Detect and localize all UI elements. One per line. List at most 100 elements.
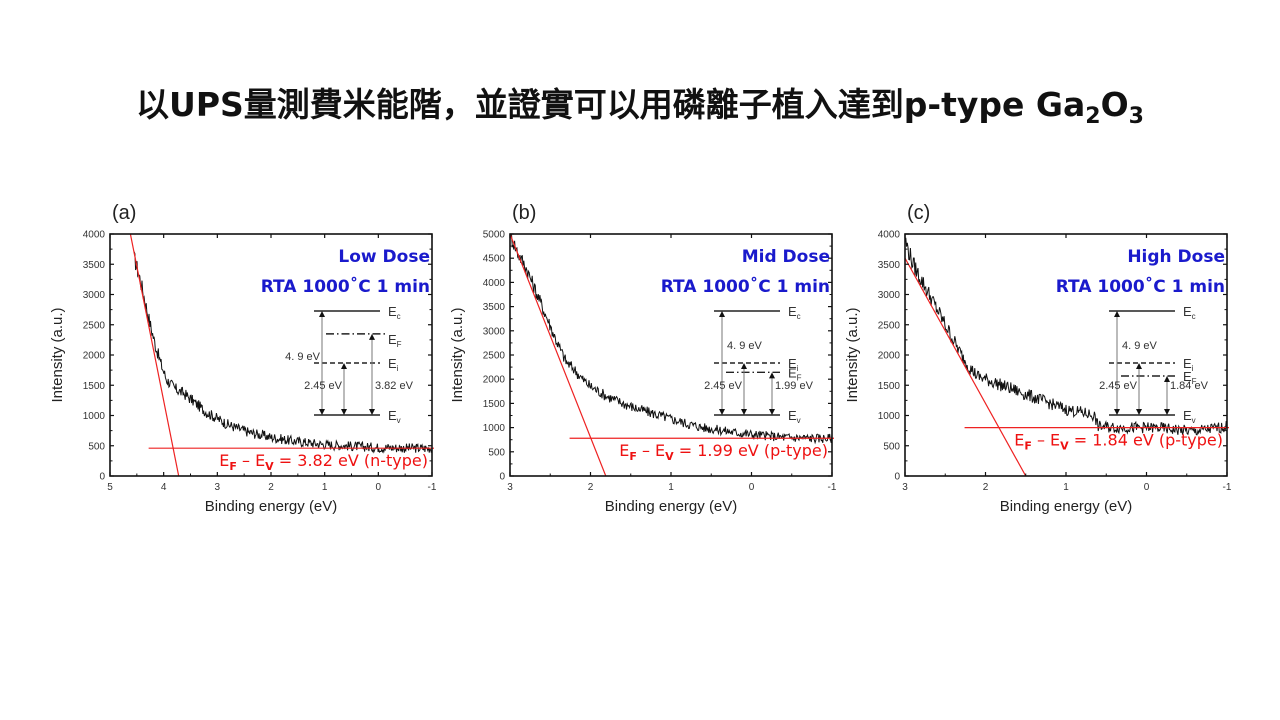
level-label-ei: Ei — [788, 356, 799, 373]
slide-title: 以UPS量測費米能階，並證實可以用磷離子植入達到p-type Ga2O3 — [0, 78, 1280, 129]
y-tick-label: 1500 — [83, 381, 106, 392]
ei-arrow-head-down — [1136, 409, 1142, 415]
y-tick-label: 4000 — [83, 230, 106, 241]
edge-fit-line — [129, 234, 180, 476]
result-ev-symbol: – E — [637, 441, 665, 460]
level-subscript: v — [797, 416, 801, 425]
y-tick-label: 1000 — [878, 411, 901, 422]
y-axis-label: Intensity (a.u.) — [49, 307, 66, 402]
level-label-ei: Ei — [388, 356, 399, 373]
y-axis-label: Intensity (a.u.) — [844, 307, 861, 402]
slide-title-subscript-2: 2 — [1085, 104, 1101, 129]
ei-arrow-head-down — [341, 409, 347, 415]
spectrum-line — [133, 251, 432, 454]
x-tick-label: 1 — [668, 482, 674, 493]
anneal-condition: RTA 1000˚C 1 min — [1056, 275, 1225, 297]
level-label-ev: Ev — [1183, 408, 1196, 425]
ef-arrow-head-down — [769, 409, 775, 415]
bandgap-arrow-head-up — [319, 311, 325, 317]
x-tick-label: 3 — [507, 482, 513, 493]
ef-arrow-head-down — [1164, 409, 1170, 415]
chart-panel-c: (c) 3 2 1 0 -1 0 500 1000 1500 2000 2500 3000 3500 400… — [844, 202, 1232, 515]
x-tick-label: 3 — [215, 482, 221, 493]
y-tick-label: 4000 — [483, 278, 506, 289]
bandgap-arrow-head-up — [1114, 311, 1120, 317]
y-tick-label: 3000 — [878, 290, 901, 301]
slide-title-subscript-3: 3 — [1128, 104, 1144, 129]
bandgap-arrow-head-down — [1114, 409, 1120, 415]
x-tick-label: 2 — [983, 482, 989, 493]
result-value: = 1.84 eV (p-type) — [1069, 431, 1223, 450]
y-tick-label: 3500 — [83, 260, 106, 271]
dose-title: Mid Dose — [742, 247, 830, 267]
result-subscript-v: V — [665, 450, 674, 463]
spectrum-line — [905, 237, 1227, 436]
y-tick-label: 2000 — [878, 351, 901, 362]
x-tick-label: -1 — [428, 482, 437, 493]
edge-fit-line — [510, 234, 607, 476]
result-subscript-v: V — [265, 460, 274, 473]
result-ev-symbol: – E — [1032, 431, 1060, 450]
panel-label: (a) — [112, 202, 136, 224]
y-tick-label: 1500 — [878, 381, 901, 392]
y-tick-label: 2000 — [83, 351, 106, 362]
level-subscript: v — [397, 416, 401, 425]
ei-arrow-head-up — [1136, 363, 1142, 369]
level-subscript: c — [1192, 312, 1196, 321]
level-label-ec: Ec — [1183, 304, 1196, 321]
panel-label: (b) — [512, 202, 536, 224]
bandgap-arrow-head-up — [719, 311, 725, 317]
fermi-level-result: EF – EV = 3.82 eV (n-type) — [219, 451, 428, 473]
ei-arrow-head-down — [741, 409, 747, 415]
y-tick-label: 3500 — [878, 260, 901, 271]
level-label-ef: EF — [388, 332, 402, 349]
y-axis-label: Intensity (a.u.) — [449, 307, 466, 402]
ei-arrow-head-up — [341, 363, 347, 369]
edge-fit-line — [905, 257, 1027, 476]
x-tick-label: 2 — [588, 482, 594, 493]
ei-label: 2.45 eV — [704, 380, 743, 392]
level-subscript: i — [797, 364, 799, 373]
band-diagram: Ec EF Ei Ev 4. 9 eV 2.45 eV 3.82 eV — [285, 304, 413, 425]
x-tick-label: 0 — [749, 482, 755, 493]
result-subscript-f: F — [629, 450, 637, 463]
dose-title: High Dose — [1127, 247, 1225, 267]
x-tick-label: 2 — [268, 482, 274, 493]
result-value: = 1.99 eV (p-type) — [674, 441, 828, 460]
ei-label: 2.45 eV — [1099, 380, 1138, 392]
spectrum-line — [510, 234, 832, 445]
y-tick-label: 3000 — [483, 326, 506, 337]
y-tick-label: 500 — [488, 447, 505, 458]
chart-panel-a: (a) 5 4 3 2 1 0 -1 0 500 1000 1500 2000 2500 3000 3500 4… — [49, 202, 437, 515]
level-subscript: v — [1192, 416, 1196, 425]
bandgap-label: 4. 9 eV — [285, 351, 321, 363]
y-tick-label: 5000 — [483, 230, 506, 241]
x-tick-label: 0 — [1144, 482, 1150, 493]
level-label-ev: Ev — [788, 408, 801, 425]
x-axis-label: Binding energy (eV) — [1000, 498, 1133, 515]
y-tick-label: 1500 — [483, 399, 506, 410]
slide-title-main: 以UPS量測費米能階，並證實可以用磷離子植入達到p-type Ga — [136, 85, 1086, 124]
y-tick-label: 4000 — [878, 230, 901, 241]
level-subscript: c — [397, 312, 401, 321]
level-label-ev: Ev — [388, 408, 401, 425]
y-tick-label: 4500 — [483, 254, 506, 265]
y-tick-label: 0 — [499, 472, 505, 483]
bandgap-arrow-head-down — [719, 409, 725, 415]
level-subscript: F — [1192, 377, 1197, 386]
fermi-level-result: EF – EV = 1.99 eV (p-type) — [619, 441, 828, 463]
y-tick-label: 0 — [99, 472, 105, 483]
level-subscript: F — [397, 340, 402, 349]
result-ev-symbol: – E — [237, 451, 265, 470]
level-label-ec: Ec — [388, 304, 401, 321]
y-tick-label: 500 — [88, 441, 105, 452]
level-label-ei: Ei — [1183, 356, 1194, 373]
y-tick-label: 2500 — [878, 320, 901, 331]
dose-title: Low Dose — [338, 247, 430, 267]
bandgap-arrow-head-down — [319, 409, 325, 415]
ef-arrow-head-up — [769, 372, 775, 379]
result-subscript-v: V — [1060, 440, 1069, 453]
x-tick-label: 0 — [376, 482, 382, 493]
ef-arrow-head-up — [369, 333, 375, 340]
